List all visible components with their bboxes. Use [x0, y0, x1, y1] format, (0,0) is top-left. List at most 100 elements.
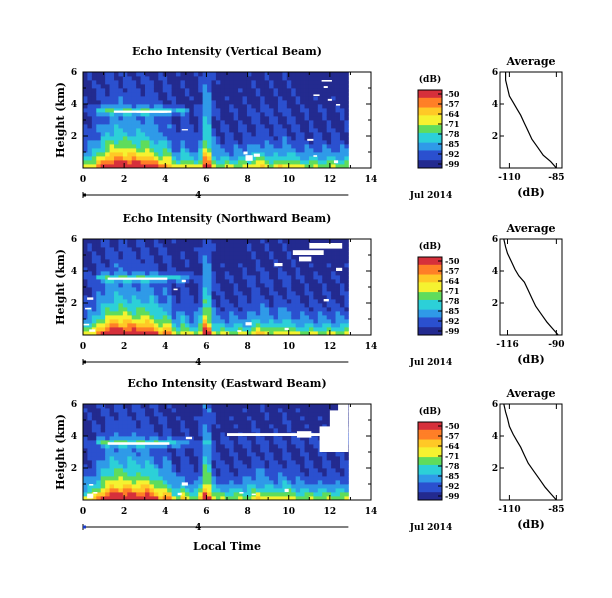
- heatmap-cell: [246, 279, 252, 284]
- heatmap-cell: [291, 327, 297, 332]
- heatmap-cell: [198, 436, 204, 441]
- heatmap-cell: [317, 136, 323, 141]
- heatmap-cell: [238, 323, 243, 328]
- heatmap-cell: [109, 472, 115, 477]
- heatmap-cell: [300, 243, 305, 248]
- missing-data-patch: [245, 155, 253, 161]
- heatmap-cell: [339, 148, 345, 153]
- heatmap-cell: [269, 327, 274, 332]
- heatmap-cell: [220, 488, 226, 493]
- heatmap-cell: [215, 319, 221, 324]
- colorbar-swatch: [418, 119, 442, 122]
- heatmap-cell: [153, 448, 159, 453]
- heatmap-cell: [344, 247, 350, 252]
- heatmap-cell: [202, 128, 208, 133]
- heatmap-cell: [331, 255, 336, 260]
- heatmap-cell: [114, 327, 119, 332]
- heatmap-cell: [286, 116, 292, 121]
- heatmap-cell: [339, 488, 345, 493]
- heatmap-cell: [122, 436, 128, 441]
- heatmap-cell: [238, 124, 243, 129]
- heatmap-cell: [215, 247, 221, 252]
- heatmap-cell: [220, 104, 226, 109]
- heatmap-cell: [282, 72, 288, 77]
- heatmap-cell: [304, 323, 310, 328]
- heatmap-cell: [353, 283, 359, 288]
- heatmap-cell: [145, 128, 150, 133]
- heatmap-cell: [100, 92, 106, 97]
- heatmap-cell: [96, 456, 102, 461]
- heatmap-cell: [269, 468, 274, 473]
- heatmap-cell: [242, 295, 248, 300]
- heatmap-cell: [224, 279, 230, 284]
- heatmap-cell: [131, 124, 137, 129]
- heatmap-cell: [189, 472, 195, 477]
- heatmap-cell: [140, 452, 146, 457]
- heatmap-cell: [158, 80, 164, 85]
- heatmap-cell: [238, 112, 243, 117]
- heatmap-cell: [189, 456, 195, 461]
- heatmap-cell: [193, 108, 199, 113]
- heatmap-cell: [83, 100, 88, 105]
- heatmap-cell: [282, 156, 288, 161]
- heatmap-cell: [91, 104, 97, 109]
- heatmap-cell: [357, 311, 363, 316]
- heatmap-cell: [87, 323, 93, 328]
- heatmap-cell: [286, 92, 292, 97]
- heatmap-cell: [202, 420, 208, 425]
- heatmap-cell: [362, 275, 367, 280]
- average-profile-line: [503, 238, 559, 336]
- heatmap-cell: [308, 96, 314, 101]
- heatmap-cell: [300, 283, 305, 288]
- heatmap-cell: [100, 488, 106, 493]
- heatmap-cell: [127, 295, 133, 300]
- heatmap-cell: [300, 112, 305, 117]
- heatmap-cell: [260, 448, 266, 453]
- heatmap-cell: [344, 128, 350, 133]
- heatmap-cell: [100, 408, 106, 413]
- heatmap-cell: [184, 311, 190, 316]
- heatmap-cell: [145, 287, 150, 292]
- heatmap-cell: [171, 263, 177, 268]
- heatmap-cell: [127, 275, 133, 280]
- heatmap-cell: [180, 476, 186, 481]
- heatmap-cell: [229, 132, 235, 137]
- heatmap-cell: [335, 247, 341, 252]
- heatmap-cell: [184, 492, 190, 497]
- heatmap-cell: [202, 247, 208, 252]
- heatmap-cell: [246, 420, 252, 425]
- heatmap-cell: [207, 472, 212, 477]
- heatmap-cell: [118, 432, 124, 437]
- heatmap-cell: [114, 267, 119, 272]
- heatmap-cell: [180, 404, 186, 409]
- heatmap-cell: [286, 271, 292, 276]
- heatmap-cell: [202, 112, 208, 117]
- heatmap-cell: [91, 440, 97, 445]
- heatmap-cell: [366, 496, 372, 501]
- heatmap-cell: [153, 239, 159, 244]
- heatmap-cell: [114, 100, 119, 105]
- heatmap-cell: [207, 263, 212, 268]
- heatmap-cell: [105, 311, 110, 316]
- heatmap-cell: [286, 460, 292, 465]
- heatmap-cell: [255, 108, 261, 113]
- heatmap-cell: [87, 275, 93, 280]
- heatmap-cell: [140, 76, 146, 81]
- heatmap-cell: [184, 88, 190, 93]
- heatmap-cell: [184, 299, 190, 304]
- heatmap-cell: [353, 303, 359, 308]
- heatmap-cell: [260, 307, 266, 312]
- heatmap-cell: [224, 140, 230, 145]
- colorbar-swatch: [418, 297, 442, 301]
- heatmap-cell: [105, 424, 110, 429]
- heatmap-cell: [322, 164, 328, 169]
- heatmap-cell: [246, 164, 252, 169]
- colorbar-swatch: [418, 260, 442, 264]
- heatmap-cell: [158, 492, 164, 497]
- heatmap-cell: [136, 267, 141, 272]
- heatmap-cell: [176, 275, 181, 280]
- heatmap-cell: [136, 116, 141, 121]
- heatmap-cell: [122, 299, 128, 304]
- heatmap-cell: [255, 275, 261, 280]
- heatmap-cell: [251, 303, 257, 308]
